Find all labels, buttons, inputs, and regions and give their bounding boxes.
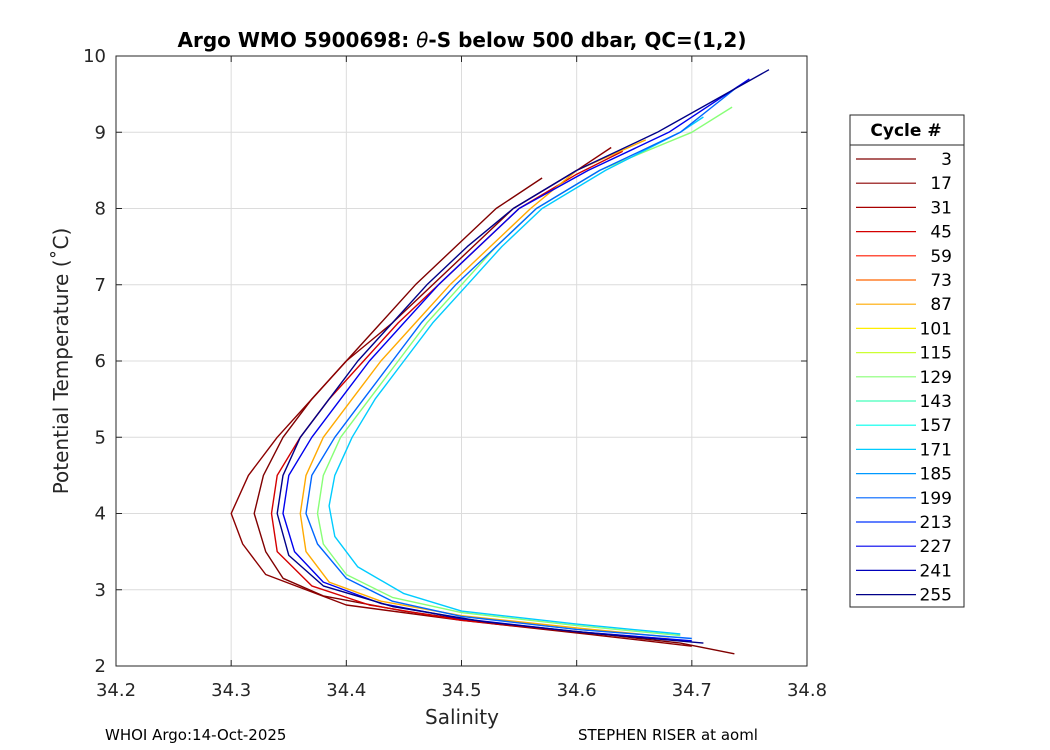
legend-label: 171: [920, 440, 952, 460]
y-tick-label: 3: [95, 580, 106, 601]
x-tick-label: 34.7: [672, 680, 712, 701]
legend-label: 17: [930, 174, 952, 194]
legend-label: 73: [930, 271, 952, 291]
title-prefix: Argo WMO 5900698:: [178, 28, 417, 52]
legend-label: 185: [920, 465, 952, 485]
legend-label: 101: [920, 319, 952, 339]
legend-label: 3: [941, 150, 952, 170]
legend-items: 3 17 31 45 59 73 87 101 115 129 143 157 171 185 199 213…: [856, 150, 952, 606]
y-tick-label: 10: [83, 46, 106, 67]
legend-title: Cycle #: [870, 121, 941, 141]
y-tick-label: 9: [95, 122, 106, 143]
legend-label: 227: [920, 537, 952, 557]
y-axis-label: Potential Temperature (˚C): [49, 228, 73, 495]
x-tick-label: 34.3: [211, 680, 251, 701]
x-tick-label: 34.8: [787, 680, 827, 701]
x-tick-label: 34.4: [326, 680, 366, 701]
legend-label: 45: [930, 223, 952, 243]
y-tick-label: 4: [95, 504, 106, 525]
y-tick-label: 6: [95, 351, 106, 372]
x-tick-label: 34.5: [441, 680, 481, 701]
legend-label: 115: [920, 344, 952, 364]
series-line: [305, 85, 739, 640]
footer-right: STEPHEN RISER at aoml: [578, 726, 758, 744]
x-axis-label: Salinity: [425, 705, 499, 729]
series-layer: [230, 69, 770, 655]
y-tick-label: 2: [95, 656, 106, 677]
legend-label: 31: [930, 198, 952, 218]
x-tick-label: 34.6: [557, 680, 597, 701]
axis-ticks: 34.2 34.3 34.4 34.5 34.6 34.7 34.8 2 3 4 5 6 7 8 9 10: [83, 46, 827, 701]
series-line: [276, 69, 770, 644]
legend-label: 129: [920, 368, 952, 388]
y-tick-label: 5: [95, 427, 106, 448]
title-theta: θ: [416, 28, 428, 52]
series-line: [282, 78, 750, 642]
legend-label: 199: [920, 489, 952, 509]
series-line: [230, 146, 692, 647]
y-tick-label: 8: [95, 199, 106, 220]
y-tick-label: 7: [95, 275, 106, 296]
legend-label: 241: [920, 561, 952, 581]
legend-label: 143: [920, 392, 952, 412]
series-line: [299, 139, 669, 638]
legend-label: 157: [920, 416, 952, 436]
title-suffix: -S below 500 dbar, QC=(1,2): [428, 28, 746, 52]
legend-label: 213: [920, 513, 952, 533]
legend: Cycle # 3 17 31 45 59 73 87 101 115 129 143 157 171 1…: [849, 114, 965, 608]
x-tick-label: 34.2: [96, 680, 136, 701]
series-line: [328, 116, 704, 635]
legend-label: 59: [930, 247, 952, 267]
legend-label: 255: [920, 586, 952, 606]
legend-label: 87: [930, 295, 952, 315]
legend-box: [849, 114, 965, 608]
footer-left: WHOI Argo:14-Oct-2025: [105, 726, 286, 744]
chart-title: Argo WMO 5900698: θ-S below 500 dbar, QC…: [178, 28, 747, 52]
